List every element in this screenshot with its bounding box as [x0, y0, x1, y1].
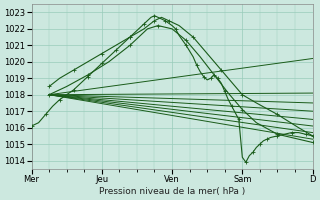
X-axis label: Pression niveau de la mer( hPa ): Pression niveau de la mer( hPa ) — [99, 187, 245, 196]
